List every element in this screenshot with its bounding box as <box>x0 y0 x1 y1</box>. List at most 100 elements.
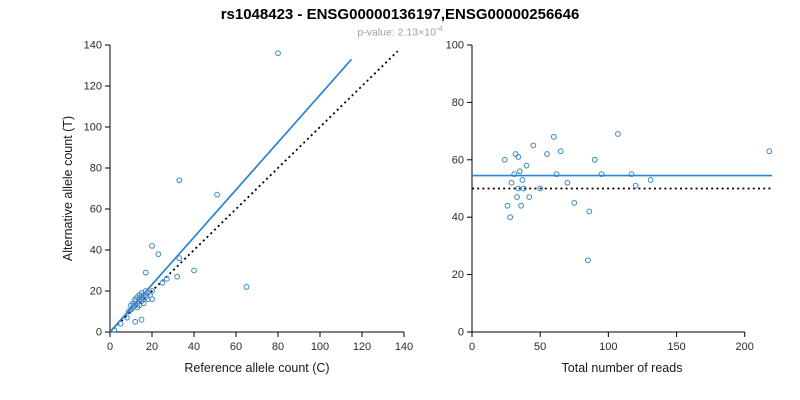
data-point <box>591 156 598 163</box>
x-tick-label: 60 <box>230 341 242 353</box>
y-tick-label: 60 <box>452 154 464 166</box>
data-point <box>117 320 124 327</box>
y-axis: 0 20 40 60 80 100 <box>446 40 473 339</box>
data-point <box>507 214 514 221</box>
right-scatter-chart: 0 50 100 150 200 0 20 40 60 80 100 Total number of … <box>446 40 773 375</box>
data-point <box>628 171 635 178</box>
y-axis: 0 20 40 60 80 100 120 140 <box>84 40 111 339</box>
x-tick-label: 120 <box>353 341 371 353</box>
x-axis: 0 50 100 150 200 <box>469 331 754 353</box>
data-point <box>766 148 773 155</box>
y-tick-label: 0 <box>458 327 464 339</box>
data-point <box>515 154 522 160</box>
data-point <box>176 255 183 262</box>
data-point <box>155 251 162 258</box>
data-point <box>519 176 526 183</box>
data-point <box>544 151 550 157</box>
x-tick-label: 40 <box>188 341 200 353</box>
x-tick-label: 0 <box>107 341 113 353</box>
fit-line <box>109 58 353 333</box>
data-point <box>550 133 557 140</box>
y-axis-title: Alternative allele count (T) <box>61 116 75 261</box>
left-scatter-chart: 0 20 40 60 80 100 120 140 0 20 40 60 80 100 120 140 Refe… <box>61 40 413 376</box>
x-axis-title: Total number of reads <box>562 361 683 375</box>
y-tick-label: 120 <box>84 81 102 93</box>
data-point <box>243 284 250 290</box>
p-value-exponent: -4 <box>435 24 443 33</box>
y-tick-label: 20 <box>452 269 464 281</box>
y-tick-label: 60 <box>90 204 102 216</box>
charts-row: 0 20 40 60 80 100 120 140 0 20 40 60 80 100 120 140 Refe… <box>0 38 800 400</box>
data-point <box>516 168 523 175</box>
x-tick-label: 20 <box>146 341 158 353</box>
data-point <box>123 314 130 321</box>
points <box>111 50 281 333</box>
lines <box>109 50 399 333</box>
y-tick-label: 40 <box>90 245 102 257</box>
data-point <box>191 267 197 274</box>
data-point <box>174 273 181 280</box>
data-point <box>615 131 621 137</box>
data-point <box>514 194 520 201</box>
data-point <box>159 279 166 286</box>
y-tick-label: 80 <box>452 97 464 109</box>
data-point <box>111 327 118 333</box>
data-point <box>142 269 149 276</box>
data-point <box>530 142 537 149</box>
data-point <box>501 156 508 163</box>
data-point <box>564 179 571 186</box>
data-point <box>176 177 183 184</box>
x-tick-label: 80 <box>272 341 284 353</box>
x-tick-label: 140 <box>395 341 413 353</box>
data-point <box>632 182 639 189</box>
x-tick-label: 200 <box>736 341 754 353</box>
data-point <box>515 185 522 192</box>
data-point <box>518 202 524 209</box>
y-tick-label: 80 <box>90 163 102 175</box>
identity-reference-line <box>109 50 399 333</box>
y-tick-label: 0 <box>96 327 102 339</box>
data-point <box>214 191 221 198</box>
x-axis-title: Reference allele count (C) <box>184 361 329 375</box>
data-point <box>511 171 518 178</box>
data-point <box>537 185 544 192</box>
x-tick-label: 100 <box>311 341 329 353</box>
data-point <box>275 50 281 57</box>
x-tick-label: 50 <box>534 341 546 353</box>
data-point <box>149 288 155 294</box>
data-point <box>163 275 170 282</box>
y-tick-label: 100 <box>446 40 464 52</box>
x-axis: 0 20 40 60 80 100 120 140 <box>107 331 413 353</box>
data-point <box>140 300 147 307</box>
x-tick-label: 0 <box>469 341 475 353</box>
data-point <box>523 162 530 169</box>
y-tick-label: 140 <box>84 40 102 52</box>
data-point <box>586 208 593 215</box>
x-tick-label: 150 <box>667 341 685 353</box>
data-point <box>138 316 145 323</box>
data-point <box>512 151 519 157</box>
figure-header: rs1048423 - ENSG00000136197,ENSG00000256… <box>0 0 800 39</box>
data-point <box>149 296 155 303</box>
p-value-prefix: p-value: <box>357 26 398 39</box>
y-tick-label: 100 <box>84 122 102 134</box>
points <box>501 131 773 264</box>
data-point <box>647 176 654 183</box>
data-point <box>526 194 533 201</box>
x-tick-label: 100 <box>599 341 617 353</box>
data-point <box>585 257 591 264</box>
data-point <box>504 202 511 209</box>
data-point <box>553 171 560 178</box>
data-point <box>132 318 139 325</box>
data-point <box>557 148 564 155</box>
data-point <box>508 179 515 186</box>
p-value-mantissa: 2.13×10 <box>397 26 436 39</box>
data-point <box>598 171 605 178</box>
y-tick-label: 20 <box>90 286 102 298</box>
data-point <box>571 199 578 206</box>
lines <box>472 174 772 190</box>
data-point <box>149 243 155 249</box>
p-value-subtitle: p-value: 2.13×10-4 <box>0 24 800 39</box>
chart-title: rs1048423 - ENSG00000136197,ENSG00000256… <box>220 6 580 23</box>
